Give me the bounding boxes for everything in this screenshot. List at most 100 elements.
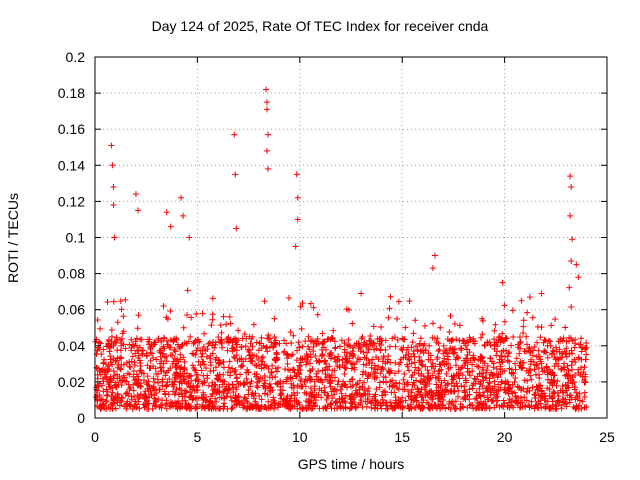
data-point	[359, 383, 366, 390]
data-point	[169, 378, 176, 385]
data-point	[137, 360, 144, 367]
data-point	[529, 384, 536, 391]
data-point	[349, 350, 356, 357]
data-point	[547, 368, 554, 375]
data-point	[167, 307, 174, 314]
data-point	[263, 86, 270, 93]
data-point	[305, 333, 312, 340]
data-point	[150, 385, 157, 392]
data-point	[382, 399, 389, 406]
data-point	[200, 391, 207, 398]
data-point	[389, 335, 396, 342]
data-point	[371, 404, 378, 411]
data-point	[477, 334, 484, 341]
data-point	[392, 400, 399, 407]
data-point	[134, 347, 141, 354]
data-point	[538, 290, 545, 297]
data-point	[578, 405, 585, 412]
data-point	[522, 348, 529, 355]
data-point	[181, 358, 188, 365]
data-point	[520, 317, 527, 324]
data-point	[581, 389, 588, 396]
data-point	[373, 374, 380, 381]
data-point	[506, 365, 513, 372]
data-point	[299, 404, 306, 411]
data-point	[517, 345, 524, 352]
data-point	[456, 375, 463, 382]
data-point	[173, 336, 180, 343]
data-point	[319, 330, 326, 337]
data-point	[569, 366, 576, 373]
data-point	[141, 391, 148, 398]
data-point	[337, 403, 344, 410]
data-point	[278, 390, 285, 397]
data-point	[297, 367, 304, 374]
data-point	[113, 396, 120, 403]
data-point	[554, 390, 561, 397]
data-point	[172, 403, 179, 410]
data-point	[449, 398, 456, 405]
data-point	[275, 364, 282, 371]
data-point	[436, 346, 443, 353]
data-point	[159, 351, 166, 358]
data-point	[349, 320, 356, 327]
data-point	[506, 349, 513, 356]
data-point	[227, 369, 234, 376]
data-point	[127, 402, 134, 409]
data-point	[499, 279, 506, 286]
data-point	[535, 392, 542, 399]
data-point	[163, 209, 170, 216]
data-point	[184, 312, 191, 319]
data-point	[401, 370, 408, 377]
data-point	[194, 382, 201, 389]
data-point	[305, 353, 312, 360]
data-point	[418, 358, 425, 365]
data-point	[448, 337, 455, 344]
data-point	[483, 369, 490, 376]
data-point	[477, 379, 484, 386]
data-point	[208, 322, 215, 329]
data-point	[94, 316, 101, 323]
data-point	[289, 366, 296, 373]
data-point	[155, 396, 162, 403]
data-point	[286, 398, 293, 405]
data-point	[235, 398, 242, 405]
data-point	[155, 335, 162, 342]
data-point	[534, 323, 541, 330]
data-point	[512, 393, 519, 400]
data-point	[167, 223, 174, 230]
data-point	[107, 405, 114, 412]
data-point	[431, 368, 438, 375]
data-point	[446, 400, 453, 407]
data-point	[552, 344, 559, 351]
data-point	[307, 300, 314, 307]
data-point	[258, 361, 265, 368]
data-point	[227, 393, 234, 400]
data-point	[560, 396, 567, 403]
data-point	[137, 367, 144, 374]
data-point	[509, 390, 516, 397]
data-point	[503, 335, 510, 342]
data-point	[516, 334, 523, 341]
data-point	[128, 393, 135, 400]
data-point	[193, 383, 200, 390]
data-point	[538, 393, 545, 400]
data-point	[302, 383, 309, 390]
data-point	[110, 202, 117, 209]
data-point	[248, 335, 255, 342]
data-point	[208, 393, 215, 400]
data-point	[272, 337, 279, 344]
data-point	[466, 396, 473, 403]
data-point	[128, 358, 135, 365]
data-point	[292, 372, 299, 379]
data-point	[406, 356, 413, 363]
data-point	[360, 392, 367, 399]
data-point	[204, 375, 211, 382]
data-point	[277, 383, 284, 390]
data-point	[342, 381, 349, 388]
data-point	[143, 401, 150, 408]
data-point	[529, 314, 536, 321]
data-point	[475, 363, 482, 370]
data-point	[282, 366, 289, 373]
data-point	[411, 359, 418, 366]
